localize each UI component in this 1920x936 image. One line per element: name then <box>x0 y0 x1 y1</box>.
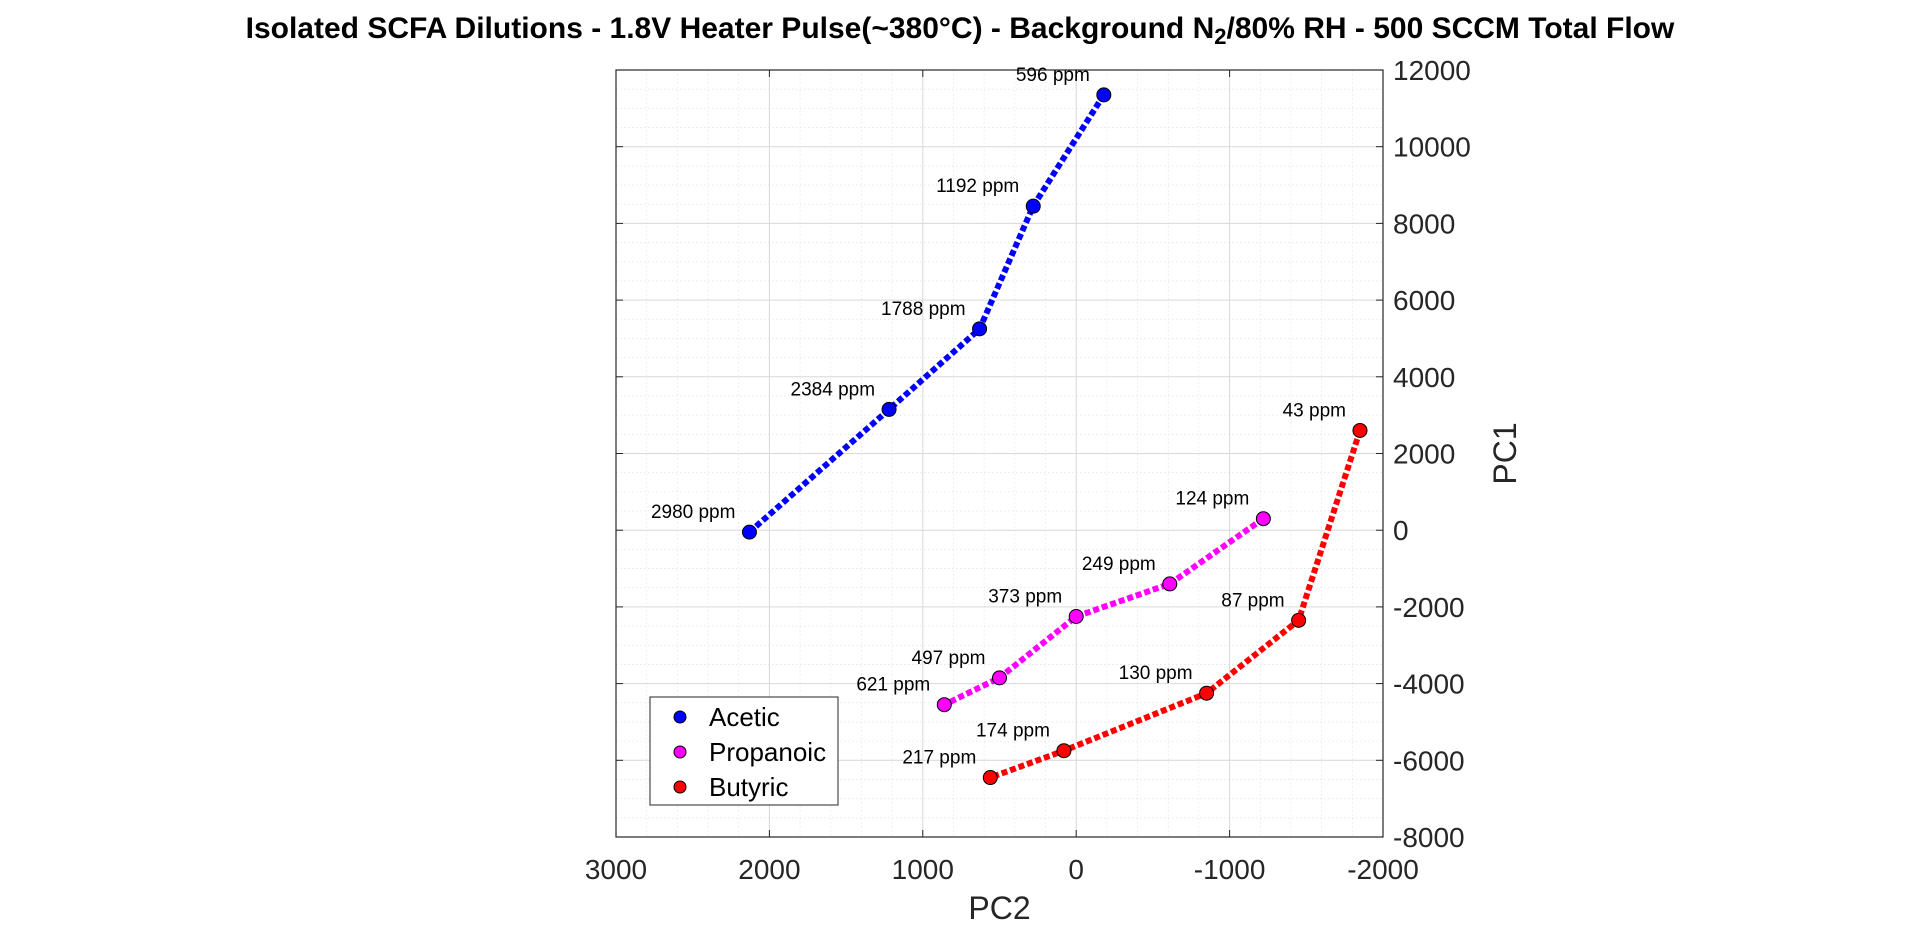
propanoic-data-point <box>1162 576 1178 592</box>
chart-title-tail: /80% RH - 500 SCCM Total Flow <box>1226 12 1675 45</box>
butyric-point-label: 130 ppm <box>1119 663 1193 684</box>
butyric-data-point <box>982 770 998 786</box>
y-tick-label: 4000 <box>1393 362 1455 393</box>
propanoic-point-label: 124 ppm <box>1175 489 1249 510</box>
butyric-data-point <box>1056 743 1072 759</box>
x-tick-label: 3000 <box>585 854 647 885</box>
propanoic-series-line <box>942 516 1266 708</box>
y-tick-label: 12000 <box>1393 55 1471 86</box>
legend-label-acetic: Acetic <box>709 702 780 732</box>
x-tick-label: 1000 <box>892 854 954 885</box>
propanoic-data-point <box>936 697 952 713</box>
acetic-point-label: 596 ppm <box>1016 65 1090 86</box>
butyric-data-point <box>1199 685 1215 701</box>
y-tick-label: 0 <box>1393 515 1409 546</box>
y-tick-label: 8000 <box>1393 208 1455 239</box>
legend-label-propanoic: Propanoic <box>709 737 826 767</box>
y-tick-label: -4000 <box>1393 669 1465 700</box>
propanoic-point-label: 497 ppm <box>912 648 986 669</box>
propanoic-point-label: 373 ppm <box>988 586 1062 607</box>
propanoic-data-point <box>1255 511 1271 527</box>
butyric-point-label: 43 ppm <box>1283 400 1346 421</box>
legend: Acetic Propanoic Butyric <box>649 696 839 806</box>
propanoic-point-label: 621 ppm <box>856 675 930 696</box>
legend-label-butyric: Butyric <box>709 772 788 802</box>
y-tick-label: 2000 <box>1393 439 1455 470</box>
legend-marker-acetic <box>673 710 687 724</box>
x-tick-label: -2000 <box>1347 854 1419 885</box>
acetic-data-point <box>972 321 988 337</box>
butyric-point-label: 217 ppm <box>902 748 976 769</box>
series: 596 ppm 1192 ppm 1788 ppm 2384 ppm 2980 ppm 1… <box>651 65 1368 786</box>
x-axis-label: PC2 <box>968 890 1030 926</box>
y-tick-label: -8000 <box>1393 822 1465 853</box>
x-tick-label: 2000 <box>738 854 800 885</box>
chart-title-subscript: 2 <box>1214 24 1227 49</box>
legend-marker-butyric <box>673 780 687 794</box>
ticks: 3000 2000 1000 0 -1000 -200012000100008000600… <box>585 55 1471 885</box>
chart-title: Isolated SCFA Dilutions - 1.8V Heater Pu… <box>0 12 1920 49</box>
y-tick-label: -2000 <box>1393 592 1465 623</box>
acetic-data-point <box>741 524 757 540</box>
chart-title-main: Isolated SCFA Dilutions - 1.8V Heater Pu… <box>245 12 1215 45</box>
acetic-data-point <box>881 401 897 417</box>
legend-marker-propanoic <box>673 745 687 759</box>
acetic-data-point <box>1096 87 1112 103</box>
butyric-data-point <box>1352 422 1368 438</box>
butyric-point-label: 174 ppm <box>976 721 1050 742</box>
x-tick-label: 0 <box>1068 854 1084 885</box>
y-axis-label: PC1 <box>1487 422 1523 484</box>
acetic-point-label: 2980 ppm <box>651 502 736 523</box>
x-tick-label: -1000 <box>1194 854 1266 885</box>
y-tick-label: 10000 <box>1393 132 1471 163</box>
acetic-point-label: 1788 ppm <box>881 299 966 320</box>
acetic-point-label: 2384 ppm <box>791 379 876 400</box>
acetic-data-point <box>1025 198 1041 214</box>
propanoic-point-label: 249 ppm <box>1082 554 1156 575</box>
butyric-data-point <box>1291 612 1307 628</box>
propanoic-data-point <box>992 670 1007 686</box>
butyric-point-label: 87 ppm <box>1221 590 1284 611</box>
y-tick-label: 6000 <box>1393 285 1455 316</box>
y-tick-label: -6000 <box>1393 745 1465 776</box>
propanoic-data-point <box>1068 608 1084 624</box>
acetic-point-label: 1192 ppm <box>936 176 1019 197</box>
